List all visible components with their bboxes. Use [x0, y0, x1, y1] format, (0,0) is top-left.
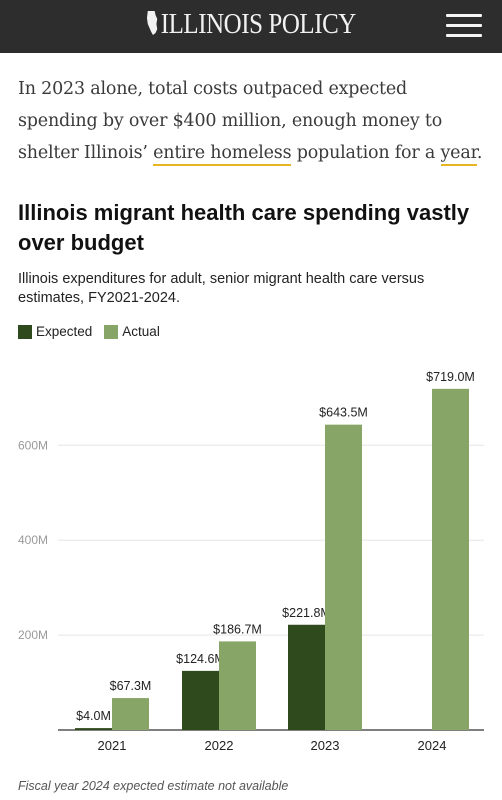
data-label-expected-2023: $221.8M — [282, 606, 331, 620]
x-tick-label-2022: 2022 — [205, 738, 234, 753]
intro-paragraph: In 2023 alone, total costs outpaced expe… — [18, 73, 488, 169]
link-year[interactable]: year — [440, 143, 477, 166]
link-entire-homeless[interactable]: entire homeless — [153, 143, 292, 166]
bar-expected-2021 — [75, 728, 112, 730]
y-tick-label: 400M — [18, 533, 48, 547]
bar-actual-2023 — [325, 424, 362, 730]
x-tick-label-2023: 2023 — [311, 738, 340, 753]
x-tick-label-2021: 2021 — [98, 738, 127, 753]
data-label-actual-2023: $643.5M — [319, 406, 368, 420]
legend-item-expected: Expected — [18, 324, 92, 339]
bar-actual-2021 — [112, 698, 149, 730]
data-label-actual-2022: $186.7M — [213, 622, 262, 636]
legend-label-expected: Expected — [36, 324, 93, 339]
intro-text: In 2023 alone, total costs outpaced expe… — [18, 79, 443, 163]
y-tick-label: 200M — [18, 628, 48, 642]
data-label-actual-2021: $67.3M — [110, 679, 152, 693]
site-header: ILLINOIS POLICY — [0, 0, 502, 53]
legend-swatch-expected — [18, 324, 32, 339]
chart-legend: Expected Actual — [18, 324, 172, 339]
bar-expected-2022 — [182, 670, 219, 730]
intro-text: . — [476, 143, 483, 163]
data-label-expected-2022: $124.6M — [176, 652, 225, 666]
site-logo-text: ILLINOIS POLICY — [160, 8, 357, 40]
chart-footnote: Fiscal year 2024 expected estimate not a… — [18, 779, 289, 793]
bar-chart: 200M 400M 600M $4.0M $67.3M 2021 $124.6M $186.7… — [18, 370, 484, 753]
hamburger-menu-icon[interactable] — [446, 13, 482, 39]
data-label-actual-2024: $719.0M — [426, 370, 475, 384]
x-tick-label-2024: 2024 — [418, 738, 447, 753]
illinois-state-icon — [146, 11, 158, 35]
data-label-expected-2021: $4.0M — [76, 709, 111, 723]
chart-title: Illinois migrant health care spending va… — [18, 200, 470, 255]
legend-item-actual: Actual — [104, 324, 160, 339]
bar-expected-2023 — [288, 624, 325, 730]
intro-text: population for a — [291, 143, 441, 163]
site-logo[interactable]: ILLINOIS POLICY — [35, 8, 467, 41]
bar-actual-2022 — [219, 641, 256, 730]
legend-swatch-actual — [104, 324, 119, 339]
y-tick-label: 600M — [18, 438, 48, 452]
chart-subtitle: Illinois expenditures for adult, senior … — [18, 271, 425, 306]
bar-actual-2024 — [432, 388, 469, 730]
legend-label-actual: Actual — [122, 324, 160, 339]
